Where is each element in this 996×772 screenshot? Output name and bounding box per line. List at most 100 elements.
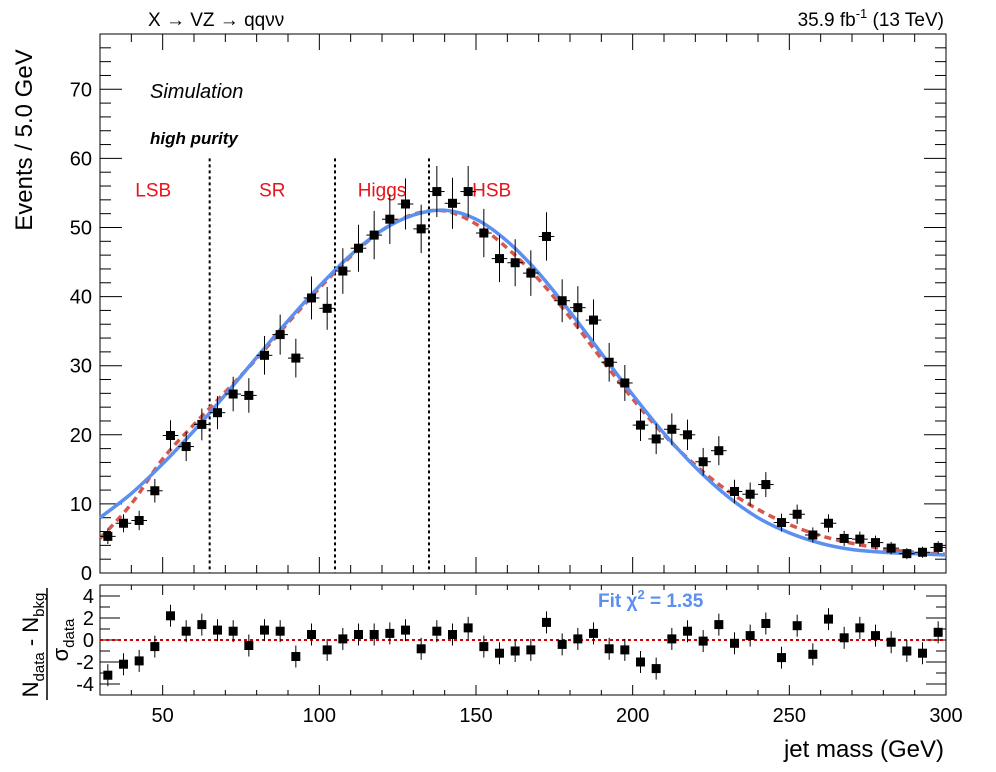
pull-point: [510, 640, 520, 662]
pull-point: [134, 649, 144, 672]
data-point-marker: [150, 486, 160, 496]
data-point-marker: [119, 518, 128, 528]
pull-point: [589, 622, 598, 645]
pull-y-tick-label: 2: [83, 608, 94, 630]
pull-point: [902, 640, 912, 662]
pull-point: [808, 643, 818, 666]
data-point-marker: [228, 389, 238, 399]
data-point: [789, 504, 805, 524]
pull-point: [150, 635, 160, 658]
data-point: [413, 204, 429, 254]
alternative-fit-curve: [98, 208, 947, 557]
pull-point-marker: [166, 611, 175, 621]
pull-point-marker: [698, 636, 708, 646]
pull-point-marker: [730, 638, 739, 648]
pull-point: [228, 620, 238, 643]
pull-point: [745, 624, 755, 647]
pull-point-marker: [401, 625, 410, 635]
y-tick-label: 0: [81, 563, 92, 585]
data-point: [538, 212, 555, 261]
pull-point: [197, 613, 207, 636]
pull-point-marker: [181, 626, 191, 636]
y-tick-label: 50: [70, 217, 92, 239]
data-point-marker: [197, 419, 207, 429]
data-point-marker: [636, 420, 645, 430]
pull-point-marker: [275, 626, 285, 636]
pull-point: [103, 664, 113, 687]
pull-point: [369, 623, 379, 646]
data-point-marker: [495, 254, 504, 264]
pull-point-marker: [902, 646, 912, 656]
process-label: X → VZ → qqνν: [148, 10, 284, 31]
data-point-marker: [667, 424, 677, 434]
data-point: [852, 531, 868, 547]
pull-point: [213, 619, 222, 642]
pull-point-marker: [307, 630, 316, 639]
pull-point-marker: [228, 626, 238, 636]
pull-point-marker: [510, 646, 520, 656]
data-point-marker: [103, 531, 113, 541]
pull-point-marker: [855, 623, 865, 633]
pull-point-marker: [808, 649, 818, 659]
data-point-marker: [918, 547, 927, 557]
region-label-sr: SR: [259, 180, 285, 201]
pull-point: [432, 620, 442, 643]
data-point-marker: [291, 353, 301, 363]
data-point-marker: [604, 357, 614, 367]
x-tick-label: 100: [303, 705, 336, 727]
pull-point: [761, 612, 771, 635]
data-point-marker: [244, 390, 254, 400]
pull-point: [275, 620, 285, 643]
data-point: [695, 447, 711, 476]
data-point: [225, 376, 241, 412]
data-point: [131, 510, 147, 531]
pull-point-marker: [589, 628, 598, 638]
data-point-marker: [416, 224, 426, 234]
pull-point: [683, 620, 692, 643]
pull-point-marker: [714, 620, 724, 630]
data-point: [773, 513, 790, 532]
region-boundaries: LSB SR Higgs HSB: [135, 158, 511, 573]
data-point: [429, 165, 445, 218]
data-point: [805, 527, 821, 543]
data-point: [617, 365, 633, 401]
pull-point-marker: [839, 633, 849, 643]
pull-point: [792, 614, 802, 637]
pull-point: [698, 630, 708, 653]
pull-point: [401, 619, 410, 642]
data-point-marker: [730, 486, 739, 496]
y-tick-label: 60: [70, 148, 92, 170]
pull-point: [730, 632, 739, 655]
background-fit-curve: [98, 208, 947, 557]
data-point: [601, 342, 617, 382]
data-point: [460, 165, 476, 218]
pull-point: [667, 627, 677, 650]
region-label-hsb: HSB: [472, 180, 511, 201]
pull-point-marker: [620, 645, 630, 655]
pull-point: [307, 623, 316, 646]
pull-point: [463, 616, 473, 639]
data-point: [162, 420, 179, 451]
pull-point-marker: [557, 639, 567, 649]
pull-point: [166, 604, 175, 627]
pull-point: [260, 619, 269, 642]
y-tick-label: 40: [70, 287, 92, 309]
data-point: [303, 276, 320, 320]
data-point-marker: [902, 549, 912, 559]
pull-point: [557, 633, 567, 656]
fit-curves: [98, 208, 947, 557]
x-tick-label: 300: [929, 705, 962, 727]
data-point: [914, 546, 931, 558]
pull-point: [839, 626, 849, 649]
pull-point: [448, 623, 457, 646]
pull-y-tick-label: 4: [83, 586, 94, 608]
pull-point: [918, 642, 927, 665]
main-axis-ticks: 0 10 20 30 40 50 60 70: [70, 33, 947, 585]
data-point-marker: [479, 228, 489, 238]
data-point-marker: [808, 530, 818, 540]
data-point: [523, 250, 539, 296]
data-point: [570, 286, 586, 330]
pull-point-marker: [526, 645, 536, 655]
pull-point-marker: [354, 630, 363, 639]
y-tick-label: 20: [70, 425, 92, 447]
